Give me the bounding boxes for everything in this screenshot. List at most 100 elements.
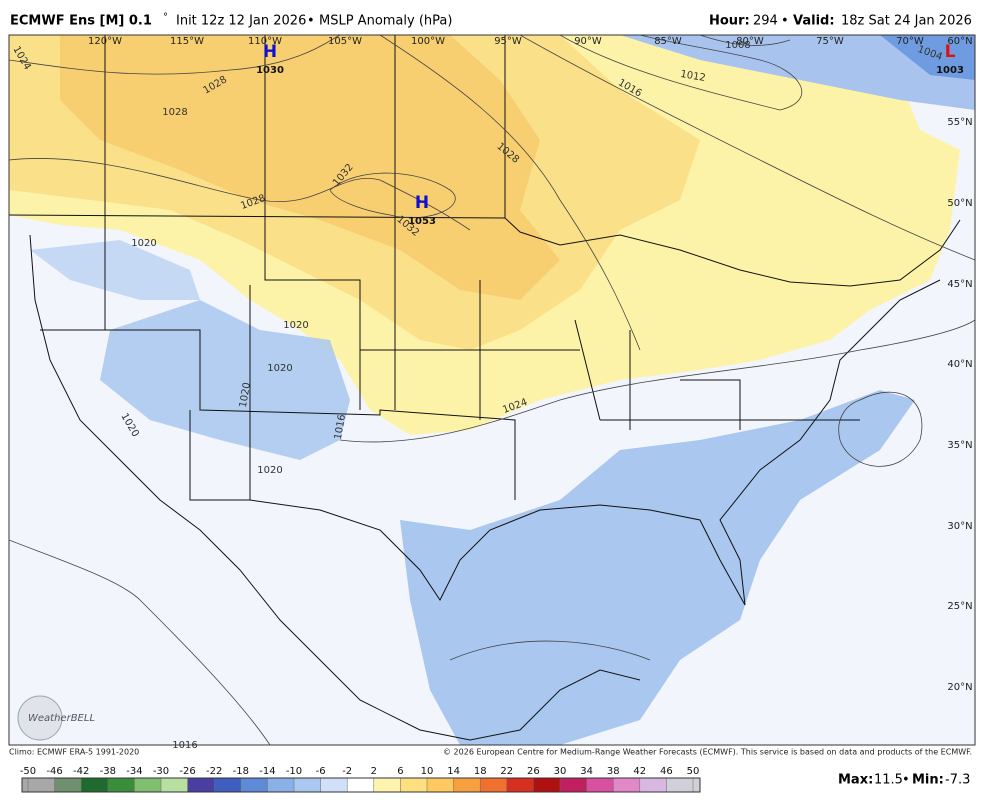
isobar — [449, 640, 651, 661]
colorbar-segment — [320, 778, 348, 792]
longitude-label: 120°W — [88, 36, 122, 47]
colorbar-segment — [54, 778, 82, 792]
colorbar-segment — [586, 778, 614, 792]
valid-label: Valid: — [793, 14, 835, 29]
isobar — [339, 319, 975, 443]
border — [9, 214, 961, 287]
map: WeatherBELL 120°W 115°W 110°W 105°W 100°W 95°… — [8, 34, 976, 751]
pressure-value: 1003 — [936, 65, 964, 76]
hour-label: Hour: — [709, 14, 750, 29]
colorbar-tick-label: 18 — [474, 766, 487, 777]
colorbar-segment — [373, 778, 401, 792]
isobar-label: 1020 — [283, 320, 308, 331]
isobar — [559, 35, 803, 111]
hour: 294 — [753, 14, 778, 29]
colorbar-segment — [134, 778, 161, 792]
colorbar-segment — [613, 778, 640, 792]
degree: ° — [163, 12, 168, 23]
latitude-label: 45°N — [947, 279, 972, 290]
colorbar-tick-label: -14 — [259, 766, 275, 777]
longitude-label: 80°W — [736, 36, 764, 47]
colorbar-tick-label: 6 — [397, 766, 403, 777]
coastline — [249, 279, 941, 606]
colorbar-segment — [480, 778, 507, 792]
latitude-label: 20°N — [947, 682, 972, 693]
colorbar-tick-label: -22 — [206, 766, 222, 777]
colorbar-tick-label: 38 — [607, 766, 620, 777]
separator: • — [307, 14, 315, 29]
colorbar-segment — [427, 778, 454, 792]
colorbar-tick-label: 14 — [447, 766, 460, 777]
colorbar-outline — [21, 777, 701, 793]
colorbar-tick-label: -42 — [73, 766, 89, 777]
negative-anomaly — [620, 35, 975, 110]
isobar — [838, 391, 923, 467]
colorbar-segment — [639, 778, 667, 792]
colorbar-tick-label: 22 — [500, 766, 513, 777]
min-label: Min: — [912, 773, 944, 788]
model: ECMWF Ens [M] 0.1 — [10, 14, 152, 29]
isobar — [379, 35, 641, 351]
colorbar-tick-label: -50 — [20, 766, 36, 777]
positive-anomaly — [60, 35, 560, 300]
latitude-label: 35°N — [947, 440, 972, 451]
isobar — [9, 35, 341, 75]
isobar — [329, 172, 456, 219]
logo: WeatherBELL — [28, 713, 95, 724]
colorbar-segment — [560, 778, 587, 792]
isobar-label: 1028 — [162, 107, 187, 118]
colorbar-segment — [240, 778, 268, 792]
latitude-label: 30°N — [947, 521, 972, 532]
longitude-label: 75°W — [816, 36, 844, 47]
pressure-center: H — [263, 42, 277, 62]
colorbar-segment — [267, 778, 294, 792]
longitude-label: 110°W — [248, 36, 282, 47]
colorbar-segment — [214, 778, 241, 792]
colorbar-segment — [347, 778, 374, 792]
colorbar-tick-label: 2 — [371, 766, 377, 777]
pressure-center: H — [415, 193, 429, 213]
latitude-label: 60°N — [947, 36, 972, 47]
colorbar-tick-label: -26 — [179, 766, 195, 777]
colorbar-tick-label: -10 — [286, 766, 302, 777]
colorbar-tick-label: 42 — [633, 766, 646, 777]
longitude-label: 70°W — [896, 36, 924, 47]
longitude-label: 100°W — [411, 36, 445, 47]
isobar-label: 1016 — [333, 414, 348, 441]
colorbar-tick-label: 34 — [580, 766, 593, 777]
map-frame — [8, 34, 976, 746]
isobar — [519, 35, 975, 261]
isobar-label: 1020 — [238, 382, 253, 409]
longitude-label: 85°W — [654, 36, 682, 47]
max: 11.5 — [874, 773, 903, 788]
colorbar-segment — [453, 778, 481, 792]
valid: 18z Sat 24 Jan 2026 — [841, 14, 972, 29]
copyright: © 2026 European Centre for Medium-Range … — [443, 748, 972, 757]
separator: • — [781, 14, 789, 29]
colorbar-segment — [81, 778, 108, 792]
colorbar-segment — [533, 778, 560, 792]
colorbar-segment — [161, 778, 188, 792]
logo-icon — [17, 695, 63, 741]
colorbar-tick-label: -38 — [100, 766, 116, 777]
colorbar-tick-label: -30 — [153, 766, 169, 777]
latitude-label: 25°N — [947, 601, 972, 612]
colorbar-tick-label: -46 — [46, 766, 62, 777]
negative-anomaly — [100, 300, 350, 460]
longitude-label: 90°W — [574, 36, 602, 47]
colorbar: -50 -46 -42 -38 -34 -30 -26 -22 -18 -14 -10 -6 -2 2 6 1… — [20, 766, 701, 793]
colorbar-tick-label: 46 — [660, 766, 673, 777]
latitude-label: 40°N — [947, 359, 972, 370]
colorbar-segment — [107, 778, 135, 792]
colorbar-segment — [666, 778, 700, 792]
longitude-label: 105°W — [328, 36, 362, 47]
colorbar-tick-label: -2 — [342, 766, 352, 777]
isobar-label: 1016 — [172, 740, 197, 751]
colorbar-tick-label: -18 — [233, 766, 249, 777]
negative-anomaly — [30, 240, 200, 300]
latitude-label: 50°N — [947, 198, 972, 209]
separator: • — [902, 773, 910, 788]
colorbar-tick-label: 50 — [687, 766, 700, 777]
longitude-label: 115°W — [170, 36, 204, 47]
